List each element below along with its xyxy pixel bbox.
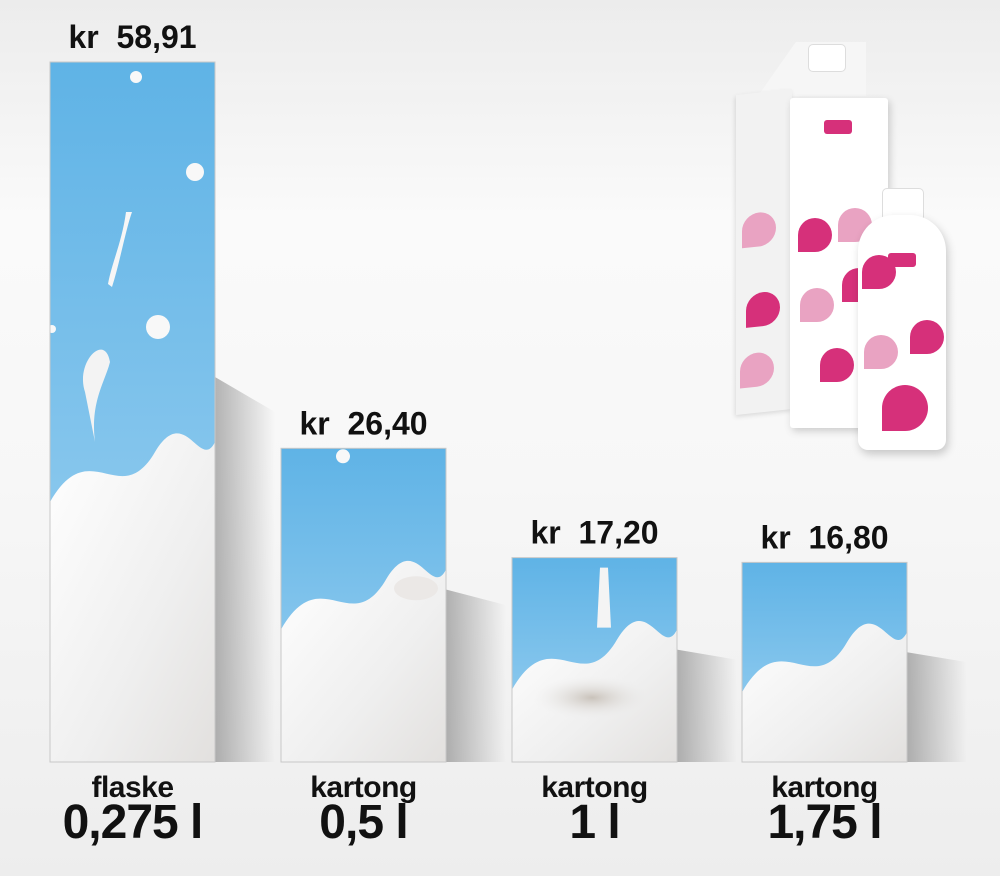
package-label: flaske bbox=[91, 771, 173, 804]
bar-shadow bbox=[446, 589, 506, 762]
milk-products-image bbox=[730, 40, 970, 460]
volume-label: 0,275 l bbox=[63, 796, 203, 849]
milk-droplet bbox=[336, 449, 350, 464]
bar-shadow bbox=[677, 649, 737, 762]
price-label: kr 17,20 bbox=[530, 515, 658, 551]
package-label: kartong bbox=[771, 771, 878, 804]
bar-2 bbox=[280, 447, 447, 763]
milk-wave bbox=[50, 433, 215, 762]
milk-droplet bbox=[50, 325, 56, 333]
bar-outline bbox=[511, 557, 678, 763]
price-label: kr 58,91 bbox=[68, 19, 196, 55]
milk-splash bbox=[82, 349, 110, 442]
package-label: kartong bbox=[541, 771, 648, 804]
bar-outline bbox=[280, 447, 447, 763]
price-label: kr 16,80 bbox=[760, 519, 888, 555]
milk-wave bbox=[281, 560, 446, 762]
milk-bottle bbox=[858, 215, 946, 450]
milk-splash bbox=[597, 567, 611, 628]
milk-splash bbox=[394, 576, 438, 601]
milk-droplet bbox=[186, 163, 204, 181]
bottle-logo-icon bbox=[888, 253, 916, 267]
milk-droplet bbox=[146, 315, 170, 339]
carton-cap-icon bbox=[808, 44, 846, 72]
brand-logo-icon bbox=[824, 120, 852, 134]
bar-3 bbox=[511, 557, 678, 763]
price-label: kr 26,40 bbox=[299, 405, 427, 441]
milk-wave bbox=[742, 623, 907, 762]
bar-shadow bbox=[215, 377, 275, 762]
volume-label: 0,5 l bbox=[319, 796, 407, 849]
package-label: kartong bbox=[310, 771, 417, 804]
milk-droplet bbox=[130, 71, 142, 83]
volume-label: 1,75 l bbox=[767, 796, 881, 849]
bar-4 bbox=[741, 561, 908, 763]
bar-1 bbox=[49, 61, 216, 763]
milk-dip bbox=[532, 675, 652, 720]
volume-label: 1 l bbox=[569, 796, 619, 849]
bar-outline bbox=[49, 61, 216, 763]
carton-side bbox=[736, 89, 792, 415]
milk-stream bbox=[108, 212, 132, 287]
bar-shadow bbox=[907, 652, 967, 762]
bar-outline bbox=[741, 561, 908, 763]
